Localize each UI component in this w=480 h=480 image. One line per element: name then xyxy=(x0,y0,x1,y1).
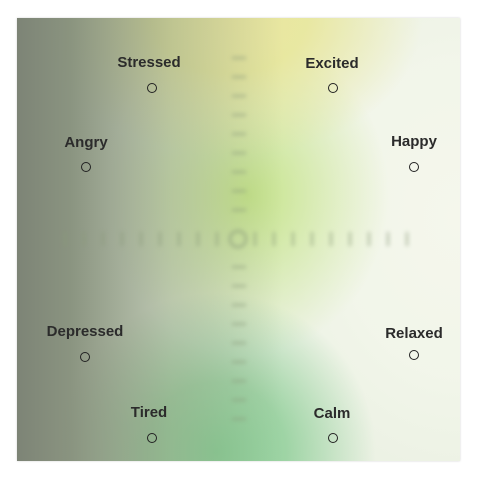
mood-grid[interactable]: Stressed Excited Angry Happy Depressed Relaxe… xyxy=(17,18,460,461)
mood-label-calm[interactable]: Calm xyxy=(314,405,351,423)
mood-label-tired[interactable]: Tired xyxy=(131,404,167,422)
mood-dot-stressed[interactable] xyxy=(147,83,157,93)
axis-guides xyxy=(17,18,460,461)
mood-dot-depressed[interactable] xyxy=(80,352,90,362)
mood-label-stressed[interactable]: Stressed xyxy=(117,54,180,72)
mood-label-relaxed[interactable]: Relaxed xyxy=(385,325,443,343)
mood-label-excited[interactable]: Excited xyxy=(305,55,358,73)
mood-label-depressed[interactable]: Depressed xyxy=(47,323,124,341)
mood-label-happy[interactable]: Happy xyxy=(391,133,437,151)
mood-dot-relaxed[interactable] xyxy=(409,350,419,360)
mood-dot-tired[interactable] xyxy=(147,433,157,443)
mood-dot-happy[interactable] xyxy=(409,162,419,172)
mood-dot-angry[interactable] xyxy=(81,162,91,172)
mood-dot-calm[interactable] xyxy=(328,433,338,443)
mood-dot-excited[interactable] xyxy=(328,83,338,93)
mood-label-angry[interactable]: Angry xyxy=(64,134,107,152)
